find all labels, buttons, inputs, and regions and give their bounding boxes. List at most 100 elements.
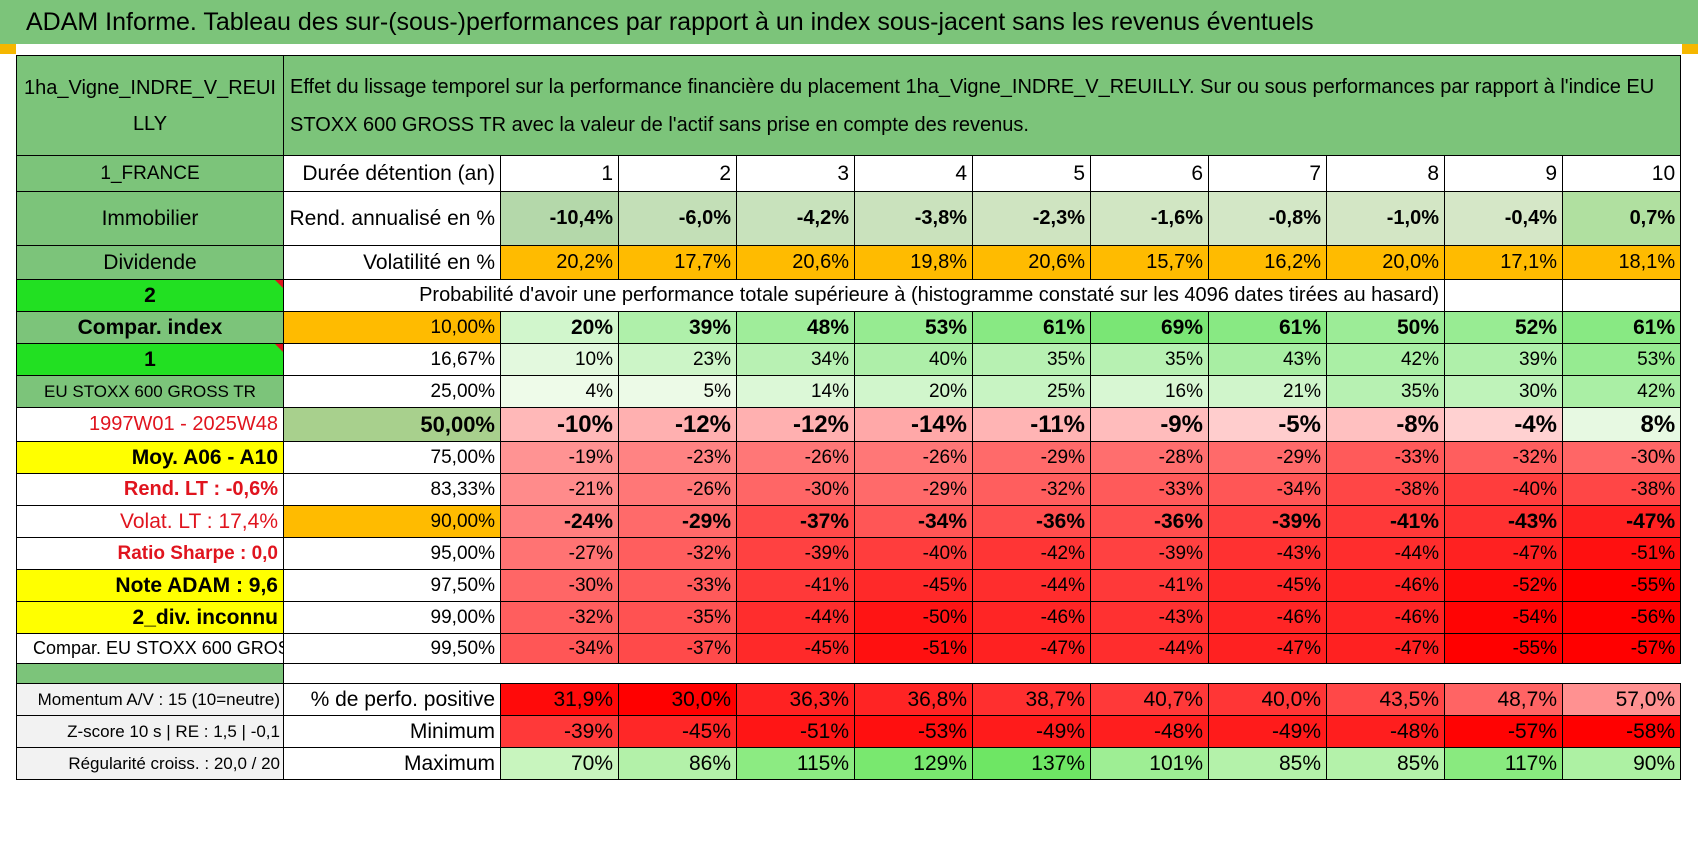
comparison-index-cell: Compar. EU STOXX 600 GROSS TR [16,633,284,664]
quantile-value: -40% [1444,473,1563,506]
quantile-row: 2_div. inconnu 99,00% -32% -35% -44% -50% -46%… [16,601,1682,634]
maximum-label: Maximum [283,747,501,780]
positive-pct-value: 43,5% [1326,683,1445,716]
maximum-value: 137% [972,747,1091,780]
year-header: 5 [972,155,1091,192]
quantile-value: -32% [618,537,737,570]
asset-name: 1ha_Vigne_INDRE_V_REUI LLY [16,55,284,156]
quantile-value: -43% [1444,505,1563,538]
adam-note-cell: Note ADAM : 9,6 [16,569,284,602]
maximum-value: 115% [736,747,855,780]
minimum-value: -39% [500,715,619,748]
quantile-value: 53% [854,311,973,344]
annual-return-value: -1,6% [1090,191,1209,246]
minimum-value: -49% [1208,715,1327,748]
maximum-value: 70% [500,747,619,780]
quantile-value: -28% [1090,441,1209,474]
quantile-label: 10,00% [283,311,501,344]
year-header: 9 [1444,155,1563,192]
quantile-label: 25,00% [283,375,501,408]
volatility-value: 15,7% [1090,245,1209,280]
quantile-row: Ratio Sharpe : 0,0 95,00% -27% -32% -39% -40%… [16,537,1682,570]
quantile-value: -34% [1208,473,1327,506]
quantile-value: 69% [1090,311,1209,344]
report-title: ADAM Informe. Tableau des sur-(sous-)per… [0,0,1698,44]
positive-pct-label: % de perfo. positive [283,683,501,716]
maximum-value: 117% [1444,747,1563,780]
quantile-value: 39% [1444,343,1563,376]
quantile-value: -43% [1090,601,1209,634]
quantile-value: -47% [1561,505,1682,538]
quantile-value: -51% [854,633,973,664]
positive-pct-value: 31,9% [500,683,619,716]
table-description: Effet du lissage temporel sur la perform… [282,55,1682,156]
year-header: 3 [736,155,855,192]
performance-table: 1ha_Vigne_INDRE_V_REUI LLY Effet du liss… [16,55,1682,780]
quantile-value: 35% [972,343,1091,376]
quantile-value: -44% [972,569,1091,602]
quantile-value: -45% [1208,569,1327,602]
quantile-value: 4% [500,375,619,408]
quantile-value: 48% [736,311,855,344]
asset-name-line2: LLY [132,112,168,135]
quantile-value: -41% [1326,505,1445,538]
selector-dropdown-1[interactable]: 2 [16,279,284,312]
quantile-value: 61% [972,311,1091,344]
quantile-value: 14% [736,375,855,408]
quantile-value: -29% [618,505,737,538]
annual-return-value: -10,4% [500,191,619,246]
minimum-value: -48% [1326,715,1445,748]
quantile-value: -19% [500,441,619,474]
quantile-value: -23% [618,441,737,474]
quantile-value: -27% [500,537,619,570]
volatility-value: 17,7% [618,245,737,280]
annual-return-value: -2,3% [972,191,1091,246]
year-header: 2 [618,155,737,192]
quantile-value: -29% [854,473,973,506]
quantile-value: -44% [1090,633,1209,664]
annual-return-value: 0,7% [1561,191,1682,246]
quantile-value: -44% [1326,537,1445,570]
maximum-value: 86% [618,747,737,780]
empty-cell [1444,279,1563,312]
volatility-value: 20,6% [736,245,855,280]
regularity-cell: Régularité croiss. : 20,0 / 20 [16,747,284,780]
quantile-value: -26% [854,441,973,474]
positive-pct-value: 40,7% [1090,683,1209,716]
quantile-label: 75,00% [283,441,501,474]
volatility-value: 18,1% [1561,245,1682,280]
quantile-value: 42% [1326,343,1445,376]
quantile-value: -38% [1561,473,1682,506]
spacer-green [16,663,284,684]
quantile-value: -47% [1208,633,1327,664]
quantile-value: -30% [500,569,619,602]
momentum-cell: Momentum A/V : 15 (10=neutre) [16,683,284,716]
quantile-label: 95,00% [283,537,501,570]
quantile-value: 61% [1208,311,1327,344]
quantile-value: -12% [618,407,737,442]
year-header: 1 [500,155,619,192]
quantile-value: -57% [1561,633,1682,664]
quantile-value: -43% [1208,537,1327,570]
year-header: 8 [1326,155,1445,192]
minimum-value: -57% [1444,715,1563,748]
quantile-value: -39% [736,537,855,570]
positive-pct-value: 36,3% [736,683,855,716]
quantile-label: 90,00% [283,505,501,538]
quantile-row: 1997W01 - 2025W48 50,00% -10% -12% -12% -14% -… [16,407,1682,442]
quantile-value: 30% [1444,375,1563,408]
minimum-label: Minimum [283,715,501,748]
spacer-row [16,663,1681,684]
dividend-cell: Dividende [16,245,284,280]
positive-pct-value: 36,8% [854,683,973,716]
minimum-value: -48% [1090,715,1209,748]
selector-dropdown-2[interactable]: 1 [16,343,284,376]
stat-row: Momentum A/V : 15 (10=neutre)% de perfo.… [16,683,1682,716]
sharpe-ratio-cell: Ratio Sharpe : 0,0 [16,537,284,570]
quantile-value: -33% [618,569,737,602]
quantile-value: -32% [1444,441,1563,474]
maximum-value: 101% [1090,747,1209,780]
positive-pct-value: 40,0% [1208,683,1327,716]
quantile-value: -54% [1444,601,1563,634]
spacer-blank [283,663,1681,684]
